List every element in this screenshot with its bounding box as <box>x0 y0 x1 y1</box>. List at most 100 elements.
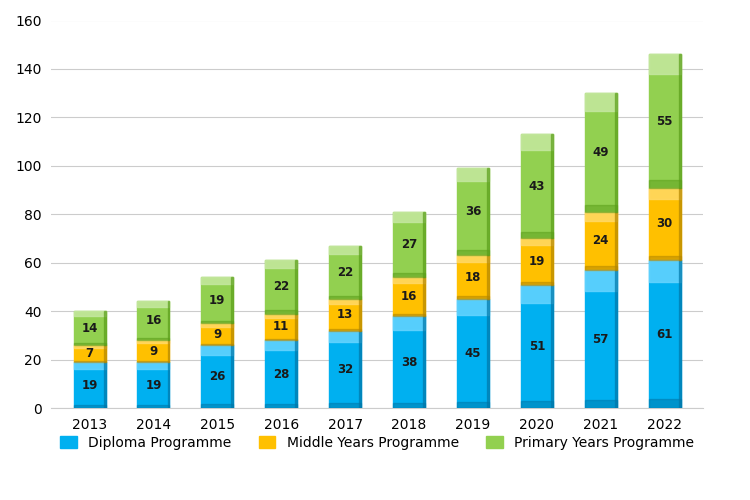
Bar <box>679 260 680 408</box>
Bar <box>296 314 297 340</box>
Bar <box>585 266 616 270</box>
Bar <box>167 302 170 340</box>
Bar <box>137 360 170 362</box>
Bar <box>585 400 616 408</box>
Bar <box>167 362 170 408</box>
Bar <box>201 345 233 408</box>
Bar <box>74 361 106 362</box>
Bar <box>74 311 106 316</box>
Bar <box>520 282 553 284</box>
Bar <box>201 324 233 345</box>
Bar <box>679 188 680 260</box>
Bar <box>329 404 361 408</box>
Bar <box>329 330 361 342</box>
Text: 16: 16 <box>146 314 162 328</box>
Bar <box>74 362 106 369</box>
Text: 57: 57 <box>592 332 609 345</box>
Bar <box>550 238 553 284</box>
Bar <box>201 404 233 408</box>
Bar <box>649 54 680 74</box>
Bar <box>520 238 553 284</box>
Bar <box>585 204 616 212</box>
Bar <box>201 277 233 324</box>
Bar <box>457 168 489 181</box>
Bar <box>137 338 170 340</box>
Bar <box>520 284 553 408</box>
Bar <box>649 180 680 188</box>
Bar <box>266 340 297 350</box>
Bar <box>649 256 680 260</box>
Bar <box>487 256 489 299</box>
Bar <box>585 270 616 290</box>
Bar <box>137 302 170 308</box>
Bar <box>137 406 170 408</box>
Text: 22: 22 <box>273 280 290 293</box>
Bar <box>550 134 553 238</box>
Bar <box>585 212 616 220</box>
Bar <box>104 362 106 408</box>
Bar <box>296 340 297 408</box>
Bar <box>585 270 616 408</box>
Bar <box>137 340 170 344</box>
Bar <box>266 338 297 340</box>
Text: 19: 19 <box>146 378 162 392</box>
Bar <box>615 93 616 212</box>
Bar <box>585 93 616 212</box>
Bar <box>615 212 616 270</box>
Bar <box>167 340 170 362</box>
Bar <box>137 362 170 408</box>
Bar <box>137 362 170 369</box>
Text: 9: 9 <box>149 344 158 358</box>
Bar <box>520 232 553 238</box>
Bar <box>393 277 425 316</box>
Text: 13: 13 <box>337 308 353 322</box>
Text: 55: 55 <box>656 114 673 128</box>
Bar <box>457 299 489 316</box>
Bar <box>329 246 361 299</box>
Bar <box>393 277 425 283</box>
Text: 49: 49 <box>592 146 609 159</box>
Bar <box>201 345 233 354</box>
Bar <box>137 302 170 340</box>
Text: 19: 19 <box>209 294 226 307</box>
Bar <box>393 212 425 277</box>
Bar <box>423 316 425 408</box>
Bar <box>393 402 425 408</box>
Bar <box>104 345 106 362</box>
Legend: Diploma Programme, Middle Years Programme, Primary Years Programme: Diploma Programme, Middle Years Programm… <box>55 430 700 456</box>
Bar <box>329 246 361 254</box>
Bar <box>137 340 170 362</box>
Bar <box>585 93 616 111</box>
Bar <box>74 343 106 345</box>
Bar <box>329 330 361 408</box>
Text: 19: 19 <box>81 378 98 392</box>
Bar <box>457 296 489 299</box>
Bar <box>649 188 680 198</box>
Bar <box>74 362 106 408</box>
Bar <box>457 256 489 262</box>
Bar <box>457 168 489 256</box>
Text: 11: 11 <box>273 320 290 334</box>
Bar <box>585 212 616 270</box>
Bar <box>615 270 616 408</box>
Bar <box>329 296 361 299</box>
Bar <box>520 134 553 150</box>
Bar <box>487 299 489 408</box>
Text: 61: 61 <box>656 328 673 340</box>
Text: 18: 18 <box>465 270 481 283</box>
Text: 30: 30 <box>656 218 673 230</box>
Bar <box>329 299 361 304</box>
Bar <box>359 330 361 408</box>
Bar <box>393 316 425 408</box>
Bar <box>649 188 680 260</box>
Bar <box>266 310 297 314</box>
Bar <box>520 134 553 238</box>
Bar <box>74 345 106 348</box>
Bar <box>359 299 361 330</box>
Bar <box>393 274 425 277</box>
Text: 16: 16 <box>400 290 417 303</box>
Bar <box>359 246 361 299</box>
Text: 19: 19 <box>529 255 545 268</box>
Bar <box>296 260 297 314</box>
Bar <box>520 284 553 303</box>
